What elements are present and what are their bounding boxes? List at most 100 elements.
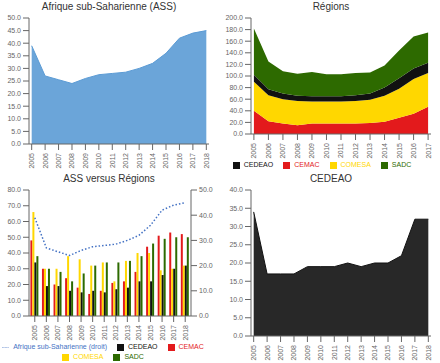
svg-text:2018: 2018 [425, 345, 432, 361]
svg-text:50.0: 50.0 [8, 234, 21, 241]
svg-text:2015: 2015 [396, 143, 403, 159]
svg-text:2005: 2005 [250, 345, 257, 361]
svg-text:2016: 2016 [159, 325, 166, 341]
svg-text:2006: 2006 [265, 143, 272, 159]
svg-text:40.0: 40.0 [229, 186, 243, 193]
svg-text:2016: 2016 [176, 153, 183, 169]
svg-text:2016: 2016 [398, 345, 405, 361]
svg-text:2017: 2017 [411, 345, 418, 361]
svg-text:2011: 2011 [331, 345, 338, 360]
svg-text:2018: 2018 [203, 153, 210, 169]
svg-text:2012: 2012 [122, 153, 129, 169]
svg-text:2010: 2010 [317, 345, 324, 361]
svg-text:15.0: 15.0 [8, 103, 21, 110]
svg-text:140.0: 140.0 [225, 49, 243, 56]
svg-text:0.0: 0.0 [199, 312, 209, 319]
svg-text:2008: 2008 [68, 153, 75, 169]
svg-text:40.0: 40.0 [199, 212, 213, 219]
svg-text:30.0: 30.0 [199, 237, 213, 244]
svg-text:5.0: 5.0 [233, 314, 243, 321]
svg-text:2006: 2006 [42, 153, 49, 169]
svg-text:2014: 2014 [135, 325, 142, 341]
svg-text:2010: 2010 [323, 143, 330, 159]
svg-text:2009: 2009 [308, 143, 315, 159]
svg-text:2018: 2018 [182, 325, 189, 341]
svg-text:2005: 2005 [250, 143, 257, 159]
svg-text:80.0: 80.0 [8, 186, 21, 193]
svg-text:15.0: 15.0 [229, 278, 243, 285]
svg-text:2013: 2013 [366, 143, 373, 159]
svg-text:2008: 2008 [290, 345, 297, 361]
svg-text:2006: 2006 [43, 325, 50, 341]
svg-text:60.0: 60.0 [229, 96, 243, 103]
svg-text:20.0: 20.0 [229, 259, 243, 266]
svg-text:0.0: 0.0 [233, 130, 243, 137]
svg-text:180.0: 180.0 [225, 26, 243, 33]
svg-text:2012: 2012 [112, 325, 119, 341]
svg-text:30.0: 30.0 [229, 223, 243, 230]
svg-text:2005: 2005 [28, 153, 35, 169]
svg-text:2007: 2007 [277, 345, 284, 361]
svg-text:2014: 2014 [371, 345, 378, 361]
svg-text:30.0: 30.0 [8, 265, 21, 272]
svg-text:10.0: 10.0 [8, 297, 21, 304]
svg-text:2008: 2008 [294, 143, 301, 159]
svg-text:2012: 2012 [344, 345, 351, 361]
svg-text:10.0: 10.0 [229, 296, 243, 303]
svg-text:200.0: 200.0 [225, 14, 243, 21]
svg-text:2015: 2015 [384, 345, 391, 361]
svg-text:25.0: 25.0 [229, 241, 243, 248]
svg-text:70.0: 70.0 [8, 202, 21, 209]
svg-text:120.0: 120.0 [225, 61, 243, 68]
svg-text:2015: 2015 [147, 325, 154, 341]
svg-text:2012: 2012 [352, 143, 359, 159]
svg-text:60.0: 60.0 [8, 218, 21, 225]
svg-text:10.0: 10.0 [199, 287, 213, 294]
svg-text:160.0: 160.0 [225, 38, 243, 45]
svg-text:20.0: 20.0 [8, 90, 21, 97]
svg-text:2017: 2017 [189, 153, 196, 169]
svg-text:25.0: 25.0 [8, 77, 21, 84]
svg-text:45.0: 45.0 [8, 27, 21, 34]
svg-text:2010: 2010 [95, 153, 102, 169]
svg-text:2007: 2007 [54, 325, 61, 341]
svg-text:2009: 2009 [78, 325, 85, 341]
svg-text:30.0: 30.0 [8, 65, 21, 72]
svg-text:2014: 2014 [149, 153, 156, 169]
svg-text:2013: 2013 [358, 345, 365, 361]
svg-text:0.0: 0.0 [233, 332, 243, 339]
svg-text:40.0: 40.0 [229, 107, 243, 114]
svg-text:2007: 2007 [55, 153, 62, 169]
svg-text:2008: 2008 [66, 325, 73, 341]
svg-text:0.0: 0.0 [11, 312, 21, 319]
svg-text:50.0: 50.0 [8, 14, 21, 21]
svg-text:2011: 2011 [337, 143, 344, 158]
svg-text:20.0: 20.0 [199, 262, 213, 269]
svg-text:2015: 2015 [162, 153, 169, 169]
svg-text:35.0: 35.0 [8, 52, 21, 59]
svg-text:35.0: 35.0 [229, 205, 243, 212]
svg-text:50.0: 50.0 [199, 186, 213, 193]
svg-text:80.0: 80.0 [229, 84, 243, 91]
svg-text:2016: 2016 [410, 143, 417, 159]
svg-text:40.0: 40.0 [8, 40, 21, 47]
svg-text:2007: 2007 [279, 143, 286, 159]
svg-text:100.0: 100.0 [225, 72, 243, 79]
svg-text:10.0: 10.0 [8, 115, 21, 122]
svg-text:2017: 2017 [425, 143, 432, 159]
svg-text:2009: 2009 [304, 345, 311, 361]
svg-text:0.0: 0.0 [11, 140, 21, 147]
svg-text:2017: 2017 [170, 325, 177, 341]
svg-text:2013: 2013 [136, 153, 143, 169]
svg-text:2009: 2009 [82, 153, 89, 169]
svg-text:2011: 2011 [101, 325, 108, 340]
svg-text:2005: 2005 [31, 325, 38, 341]
svg-text:20.0: 20.0 [229, 119, 243, 126]
svg-text:20.0: 20.0 [8, 281, 21, 288]
svg-text:2011: 2011 [109, 153, 116, 168]
svg-text:2014: 2014 [381, 143, 388, 159]
svg-text:40.0: 40.0 [8, 249, 21, 256]
svg-text:5.0: 5.0 [11, 128, 21, 135]
svg-text:2010: 2010 [89, 325, 96, 341]
svg-text:2013: 2013 [124, 325, 131, 341]
